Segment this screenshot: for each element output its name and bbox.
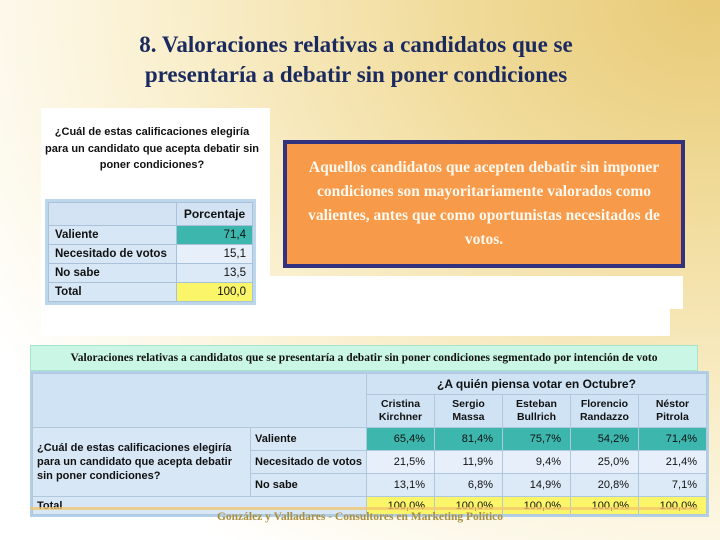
segment-title-bar: Valoraciones relativas a candidatos que …	[30, 345, 698, 371]
value-cell: 9,4%	[501, 450, 571, 474]
value-cell: 75,7%	[501, 427, 571, 451]
segment-title-text: Valoraciones relativas a candidatos que …	[70, 352, 658, 364]
callout-box: Aquellos candidatos que acepten debatir …	[283, 140, 685, 268]
table-row: ¿Cuál de estas calificaciones elegiría p…	[32, 427, 707, 497]
row-label-total: Total	[32, 496, 367, 515]
header-cell-empty	[48, 202, 177, 226]
white-panel-under-callout	[270, 276, 683, 309]
value-cell: 13,5	[176, 263, 253, 283]
value-cell: 54,2%	[569, 427, 639, 451]
table-row: No sabe 13,5	[48, 263, 253, 283]
white-panel-under-callout-2	[270, 308, 670, 336]
value-cell: 13,1%	[365, 473, 435, 497]
row-label: Valiente	[250, 427, 367, 451]
value-cell: 21,5%	[365, 450, 435, 474]
value-cell: 71,4%	[637, 427, 707, 451]
slide-title: 8. Valoraciones relativas a candidatos q…	[36, 30, 676, 91]
row-label: Necesitado de votos	[48, 244, 177, 264]
value-cell: 100,0%	[501, 496, 571, 515]
value-cell: 21,4%	[637, 450, 707, 474]
value-cell: 6,8%	[433, 473, 503, 497]
table-row: Necesitado de votos 21,5% 11,9% 9,4% 25,…	[33, 450, 707, 474]
value-cell: 7,1%	[637, 473, 707, 497]
percent-table-question: ¿Cuál de estas calificaciones elegiría p…	[45, 126, 259, 171]
callout-text: Aquellos candidatos que acepten debatir …	[308, 158, 660, 249]
column-header-candidate: Sergio Massa	[433, 394, 503, 428]
percent-table-header-row: Porcentaje	[48, 202, 253, 226]
segmented-table: ¿A quién piensa votar en Octubre? Cristi…	[30, 371, 709, 517]
table-underline	[30, 507, 698, 510]
group-header-row: ¿A quién piensa votar en Octubre?	[32, 373, 707, 428]
total-row: Total 100,0% 100,0% 100,0% 100,0% 100,0%	[32, 496, 707, 515]
row-label: Necesitado de votos	[250, 450, 367, 474]
question-cell: ¿Cuál de estas calificaciones elegiría p…	[32, 427, 251, 497]
value-cell: 81,4%	[433, 427, 503, 451]
row-label: No sabe	[250, 473, 367, 497]
value-cell: 14,9%	[501, 473, 571, 497]
column-header-candidate: Néstor Pitrola	[637, 394, 707, 428]
column-header-candidate: Florencio Randazzo	[569, 394, 639, 428]
percent-table: Porcentaje Valiente 71,4 Necesitado de v…	[45, 199, 256, 305]
column-header-candidate: Cristina Kirchner	[365, 394, 435, 428]
value-cell: 65,4%	[365, 427, 435, 451]
row-label: Total	[48, 282, 177, 302]
value-cell: 25,0%	[569, 450, 639, 474]
value-cell: 20,8%	[569, 473, 639, 497]
slide-title-line-2: presentaría a debatir sin poner condicio…	[144, 62, 568, 88]
row-label: Valiente	[48, 225, 177, 245]
header-cell-porcentaje: Porcentaje	[176, 202, 253, 226]
candidate-header-row: Cristina Kirchner Sergio Massa Esteban B…	[33, 394, 707, 428]
footer-credit: González y Valladares - Consultores en M…	[216, 511, 504, 523]
table-row: Total 100,0	[48, 282, 253, 302]
value-cell: 71,4	[176, 225, 253, 245]
row-label: No sabe	[48, 263, 177, 283]
value-cell: 11,9%	[433, 450, 503, 474]
header-cell-empty	[32, 373, 367, 428]
table-row: Necesitado de votos 15,1	[48, 244, 253, 264]
slide-title-line-1: 8. Valoraciones relativas a candidatos q…	[139, 32, 573, 57]
table-row: No sabe 13,1% 6,8% 14,9% 20,8% 7,1%	[33, 473, 707, 497]
value-cell: 100,0%	[569, 496, 639, 515]
value-cell: 15,1	[176, 244, 253, 264]
group-header-cell: ¿A quién piensa votar en Octubre?	[365, 373, 707, 395]
column-header-candidate: Esteban Bullrich	[501, 394, 571, 428]
table-row: Valiente 71,4	[48, 225, 253, 245]
value-cell: 100,0	[176, 282, 253, 302]
